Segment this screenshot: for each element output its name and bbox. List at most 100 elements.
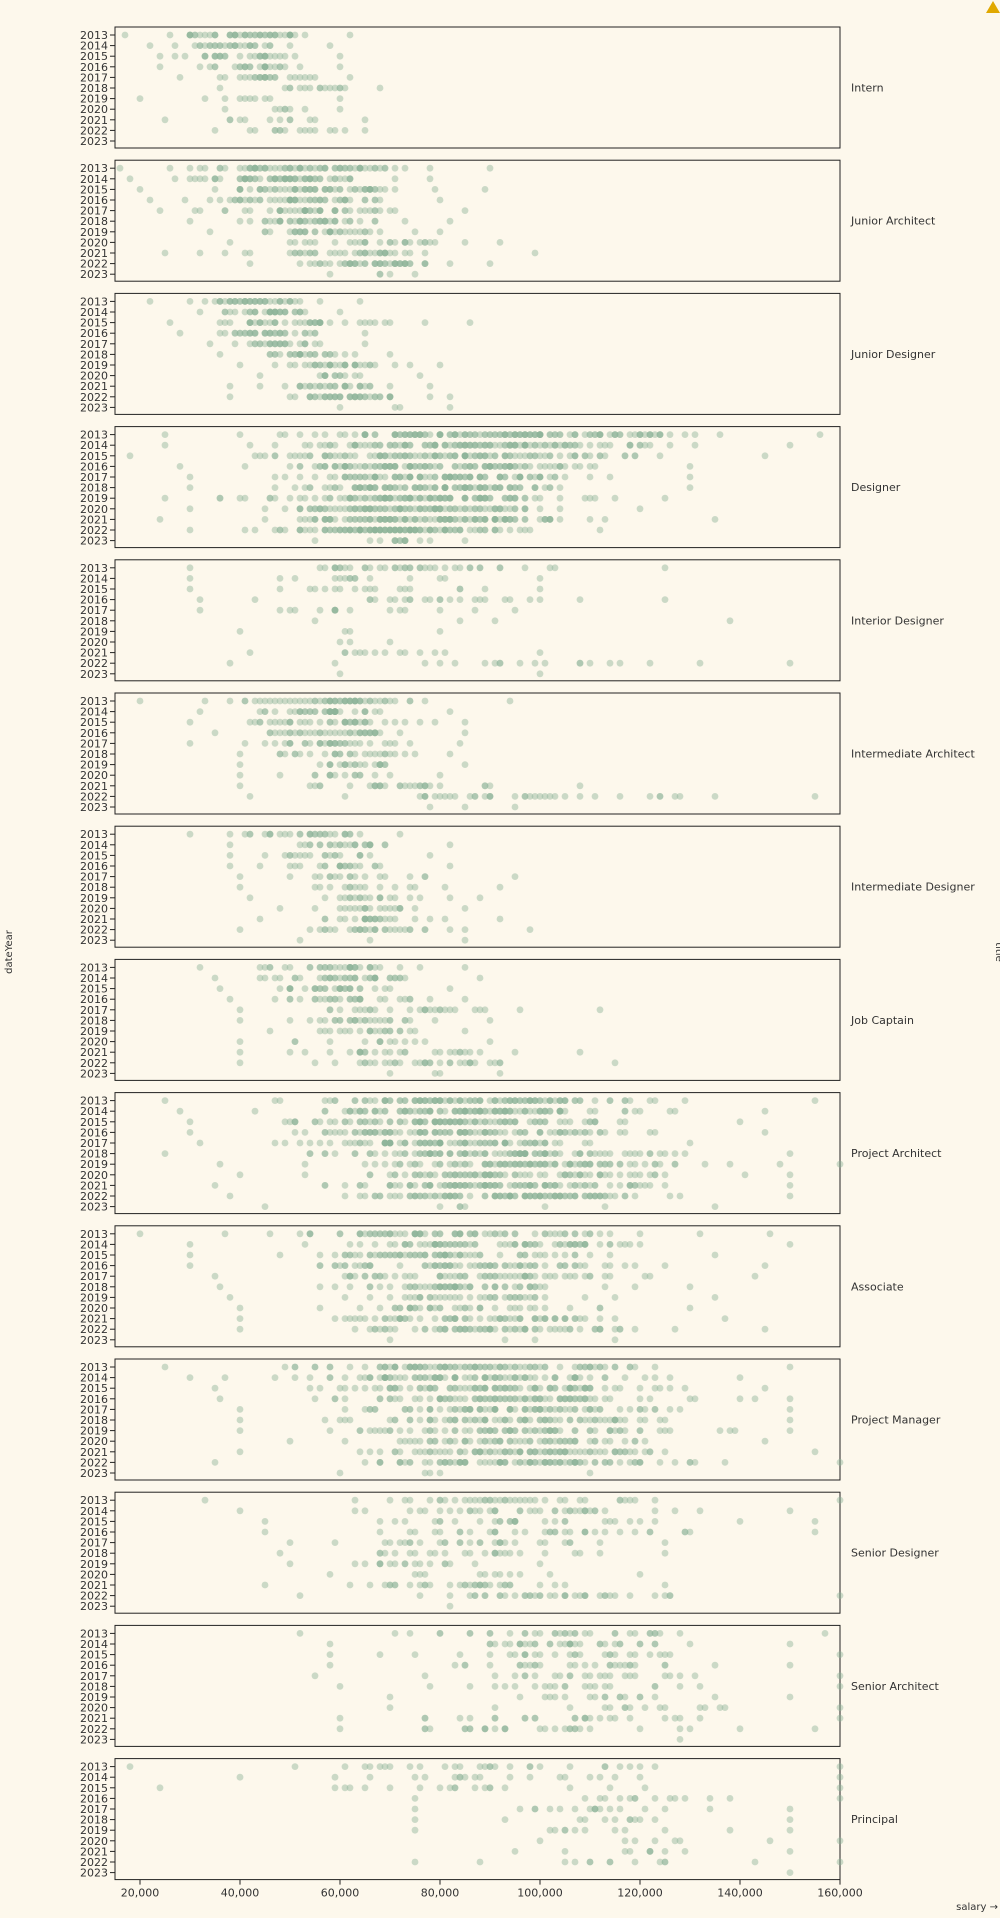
data-point xyxy=(391,1272,399,1280)
data-point xyxy=(246,298,254,305)
data-point xyxy=(411,1283,419,1291)
data-point xyxy=(476,1251,484,1259)
data-point xyxy=(356,1230,364,1238)
data-point xyxy=(336,841,344,849)
data-point xyxy=(456,1171,464,1179)
data-point xyxy=(461,494,469,502)
data-point xyxy=(371,319,379,326)
data-point xyxy=(301,207,309,215)
data-point xyxy=(266,308,274,316)
data-point xyxy=(546,452,554,460)
data-point xyxy=(431,1017,439,1024)
data-point xyxy=(311,217,319,225)
data-point xyxy=(371,1059,379,1067)
data-point xyxy=(286,217,294,225)
data-point xyxy=(251,31,259,39)
data-point xyxy=(281,84,289,92)
data-point xyxy=(316,718,324,726)
data-point xyxy=(271,319,279,326)
data-point xyxy=(286,31,294,39)
data-point xyxy=(366,1262,374,1269)
data-point xyxy=(291,196,299,204)
facet-panel: Associate2013201420152016201720182019202… xyxy=(80,1225,904,1348)
data-point xyxy=(376,249,384,257)
data-point xyxy=(236,196,244,204)
data-point xyxy=(556,1182,564,1189)
data-point xyxy=(301,31,309,39)
data-point xyxy=(286,1017,294,1024)
data-point xyxy=(281,207,289,215)
data-point xyxy=(541,1139,549,1147)
data-point xyxy=(246,42,254,49)
data-point xyxy=(341,649,349,656)
data-point xyxy=(391,926,399,933)
data-point xyxy=(321,84,329,92)
data-point xyxy=(261,52,269,60)
data-point xyxy=(341,164,349,172)
data-point xyxy=(481,1171,489,1179)
data-point xyxy=(321,1150,329,1157)
data-point xyxy=(301,164,309,172)
data-point xyxy=(331,995,339,1003)
data-point xyxy=(271,186,279,193)
data-point xyxy=(371,862,379,870)
data-point xyxy=(246,319,254,326)
data-point xyxy=(566,1192,574,1200)
data-point xyxy=(466,564,474,572)
data-point xyxy=(186,1118,194,1126)
data-point xyxy=(186,1262,194,1269)
data-point xyxy=(301,207,309,215)
data-point xyxy=(291,249,299,257)
facet-title: Designer xyxy=(851,481,901,494)
data-point xyxy=(386,697,394,705)
data-point xyxy=(246,74,254,81)
data-point xyxy=(521,1139,529,1147)
data-point xyxy=(581,1230,589,1238)
data-point xyxy=(326,228,334,236)
data-point xyxy=(266,175,274,183)
data-point xyxy=(386,1097,394,1104)
data-point xyxy=(661,1150,669,1157)
data-point xyxy=(486,1017,494,1024)
data-point xyxy=(356,1027,364,1035)
data-point xyxy=(346,217,354,225)
data-point xyxy=(301,175,309,183)
data-point xyxy=(601,1129,609,1136)
data-point xyxy=(441,649,449,656)
data-point xyxy=(311,186,319,193)
data-point xyxy=(506,1294,514,1301)
data-point xyxy=(201,164,209,172)
data-point xyxy=(261,164,269,172)
data-point xyxy=(321,164,329,172)
data-point xyxy=(361,260,369,267)
data-point xyxy=(221,319,229,326)
data-point xyxy=(306,196,314,204)
data-point xyxy=(276,298,284,305)
data-point xyxy=(491,1283,499,1291)
y-tick-label: 2017 xyxy=(80,71,108,84)
data-point xyxy=(561,1272,569,1280)
data-point xyxy=(421,319,429,326)
facet-panel: Designer20132014201520162017201820192020… xyxy=(80,426,901,549)
data-point xyxy=(606,1182,614,1189)
data-point xyxy=(451,1097,459,1104)
data-point xyxy=(421,260,429,267)
data-point xyxy=(266,196,274,204)
data-point xyxy=(371,1160,379,1168)
data-point xyxy=(171,175,179,183)
data-point xyxy=(631,431,639,438)
data-point xyxy=(521,431,529,438)
data-point xyxy=(381,718,389,726)
data-point xyxy=(616,1182,624,1189)
data-point xyxy=(421,516,429,523)
data-point xyxy=(481,1150,489,1157)
data-point xyxy=(296,186,304,193)
data-point xyxy=(366,164,374,172)
y-tick-label: 2023 xyxy=(80,401,108,414)
data-point xyxy=(376,1272,384,1280)
data-point xyxy=(431,1129,439,1136)
data-point xyxy=(531,1107,539,1115)
data-point xyxy=(276,31,284,39)
data-point xyxy=(406,883,414,891)
data-point xyxy=(521,516,529,523)
